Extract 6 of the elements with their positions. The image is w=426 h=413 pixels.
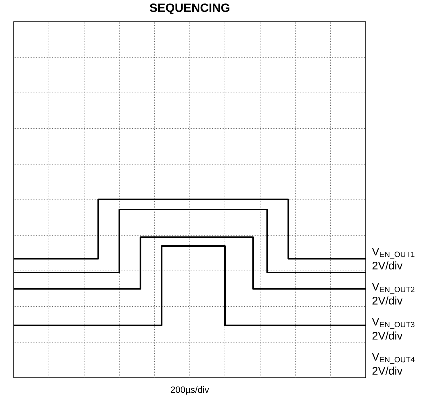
chart-title: SEQUENCING [150,4,230,14]
series-label: V$_{EN_OUT2}$ 2V/div [372,283,415,305]
text: V$_{EN_OUT4}$ 2V/div [372,353,415,375]
text: 200µs/div [171,386,210,395]
text: V$_{EN_OUT3}$ 2V/div [372,318,415,340]
series-label: V$_{EN_OUT1}$ 2V/div [372,248,415,270]
